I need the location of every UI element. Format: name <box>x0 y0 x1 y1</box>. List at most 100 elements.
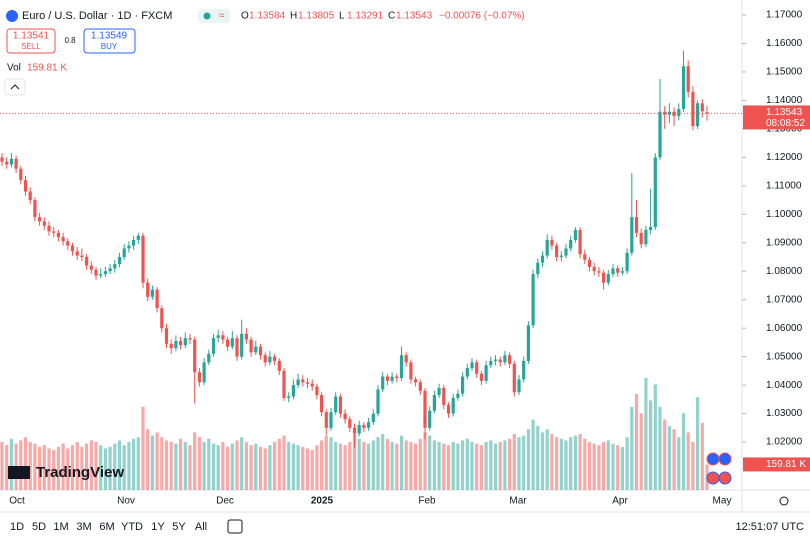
candle-body <box>442 387 446 406</box>
candle-body <box>611 268 615 275</box>
volume-bar <box>367 443 371 490</box>
volume-bar <box>475 443 479 490</box>
volume-bar <box>141 406 145 490</box>
volume-bar <box>117 440 122 490</box>
candle-body <box>592 266 596 272</box>
range-button[interactable]: 5D <box>32 521 46 533</box>
y-tick-label: 1.03000 <box>766 408 803 419</box>
volume-bar <box>700 422 704 490</box>
volume-bar <box>160 437 164 490</box>
candle-body <box>188 338 192 340</box>
volume-bar <box>512 434 516 490</box>
candle-body <box>414 379 418 383</box>
candle-body <box>602 272 606 283</box>
sell-button[interactable] <box>6 28 56 54</box>
candle-body <box>254 346 258 353</box>
ohlc-key: H <box>290 11 297 22</box>
range-button[interactable]: All <box>195 521 207 533</box>
candle-body <box>56 232 60 238</box>
volume-bar <box>592 443 596 490</box>
volume-bar <box>221 442 225 490</box>
range-button[interactable]: 3M <box>76 521 91 533</box>
symbol-icon <box>6 10 18 22</box>
volume-bar <box>616 445 620 490</box>
settings-icon[interactable] <box>779 496 789 506</box>
date-range-icon[interactable] <box>227 519 243 534</box>
volume-bar <box>268 445 272 490</box>
volume-bar <box>287 442 291 490</box>
volume-bar <box>343 445 347 490</box>
volume-bar <box>42 445 46 490</box>
volume-bar <box>536 426 540 490</box>
candle-body <box>531 274 535 326</box>
volume-bar <box>315 445 319 490</box>
volume-value: 159.81 K <box>27 63 67 74</box>
buy-label[interactable]: BUY <box>101 42 118 51</box>
candle-body <box>385 376 389 381</box>
symbol-title: Euro / U.S. Dollar · 1D · FXCM <box>22 10 172 22</box>
candle-body <box>235 338 239 357</box>
candle-body <box>362 424 366 428</box>
buy-button[interactable] <box>83 28 136 54</box>
volume-bar <box>428 435 432 490</box>
volume-bar <box>183 442 187 490</box>
y-tick-label: 1.05000 <box>766 351 803 362</box>
volume-bar <box>357 438 361 490</box>
range-button[interactable]: 5Y <box>172 521 186 533</box>
volume-bar <box>89 440 93 490</box>
volume-bar <box>531 419 535 490</box>
volume-bar <box>320 440 324 490</box>
candle-body <box>99 274 103 276</box>
volume-bar <box>66 448 70 490</box>
ohlc-change: −0.00076 (−0.07%) <box>439 11 525 22</box>
candle-body <box>352 427 357 434</box>
candle-body <box>305 382 310 384</box>
ohlc-value: 1.13584 <box>249 11 286 22</box>
candle-body <box>249 339 253 353</box>
volume-bar <box>545 429 549 490</box>
ohlc-value: 1.13543 <box>396 11 433 22</box>
y-tick-label: 1.15000 <box>766 67 803 78</box>
volume-bar <box>578 434 582 490</box>
volume-bar <box>230 443 234 490</box>
volume-bar <box>273 442 277 490</box>
volume-bar <box>282 435 286 490</box>
candle-body <box>258 346 263 356</box>
candle-body <box>179 340 183 346</box>
range-button[interactable]: 6M <box>99 521 114 533</box>
candle-body <box>423 390 427 428</box>
sell-price[interactable]: 1.13541 <box>13 31 50 42</box>
volume-bar <box>33 443 37 490</box>
volume-bar <box>493 443 498 490</box>
sell-label[interactable]: SELL <box>21 42 41 51</box>
candle-body <box>649 227 653 230</box>
volume-bar <box>606 440 610 490</box>
buy-price[interactable]: 1.13549 <box>91 31 128 42</box>
volume-bar <box>522 435 526 490</box>
range-button[interactable]: YTD <box>121 521 143 533</box>
candle-body <box>146 282 150 297</box>
volume-bar <box>672 429 676 490</box>
candle-body <box>19 168 23 181</box>
candle-body <box>512 363 516 393</box>
range-button[interactable]: 1D <box>10 521 24 533</box>
range-button[interactable]: 1Y <box>151 521 165 533</box>
collapse-button[interactable] <box>4 78 26 96</box>
candle-body <box>141 235 145 283</box>
candle-body <box>578 229 582 255</box>
volume-bar <box>508 438 512 490</box>
volume-bar <box>446 445 451 490</box>
volume-bar <box>52 450 56 490</box>
volume-bar <box>188 445 192 490</box>
range-button[interactable]: 1M <box>53 521 68 533</box>
volume-bar <box>258 446 263 490</box>
candle-body <box>23 180 28 192</box>
volume-bar <box>108 446 112 490</box>
candle-body <box>357 424 361 434</box>
volume-bar <box>484 442 488 490</box>
volume-bar <box>489 440 493 490</box>
logo-mark <box>8 466 30 479</box>
plot-area <box>0 50 709 490</box>
volume-bar <box>423 432 427 490</box>
volume-bar <box>663 419 667 490</box>
